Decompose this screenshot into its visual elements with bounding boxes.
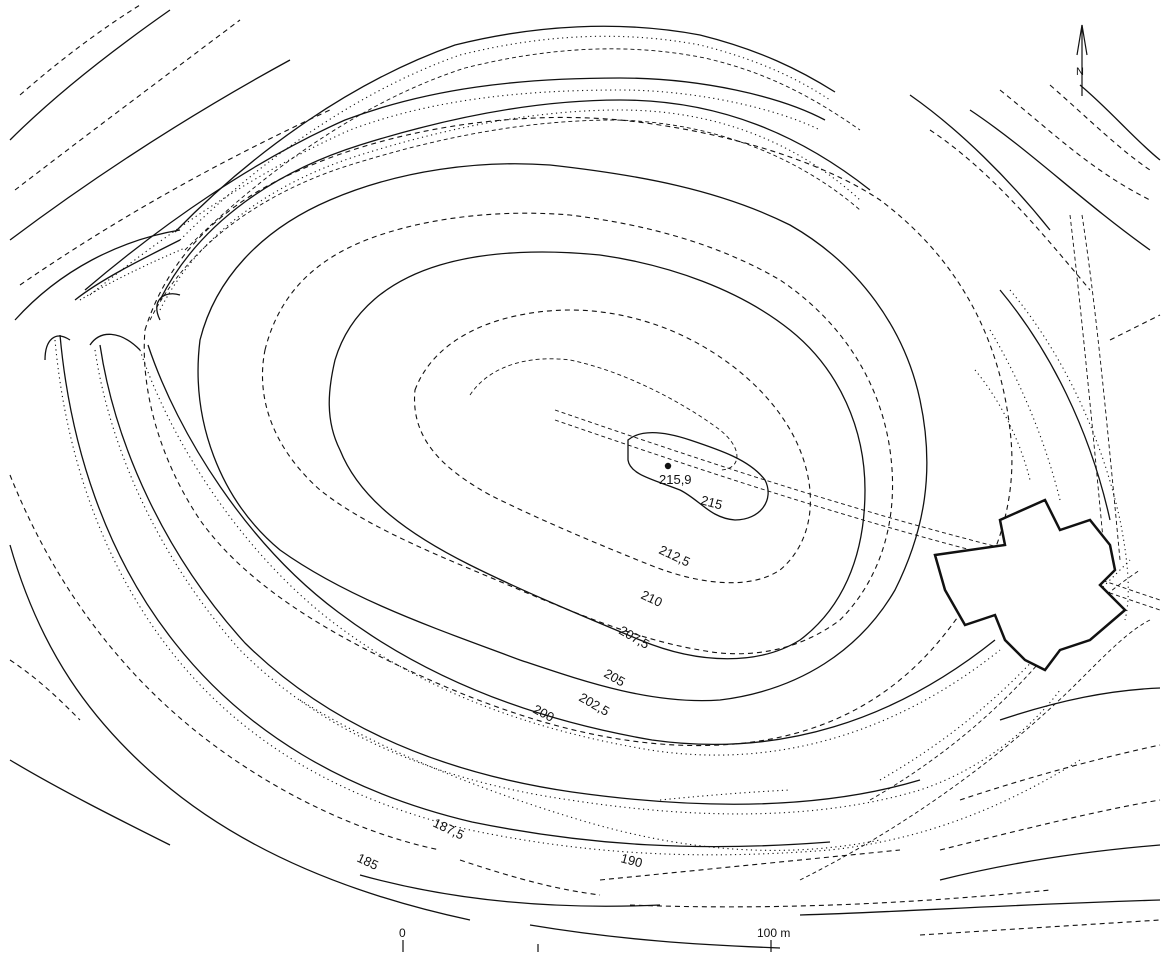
contour-label-205: 205 [602, 666, 628, 690]
ramparts [44, 25, 1151, 881]
contour-label-200: 200 [531, 701, 557, 724]
building-outline [933, 498, 1127, 672]
track-northeast [1069, 214, 1121, 561]
contour-label-212-5: 212,5 [657, 542, 693, 569]
north-arrow: N [1076, 24, 1088, 96]
contours-south [9, 474, 1161, 949]
contour-label-207-5: 207,5 [617, 623, 653, 652]
scale-bar: 0 100 m [399, 926, 790, 952]
north-label: N [1076, 66, 1084, 78]
contour-label-210: 210 [639, 587, 665, 610]
spot-height-marker [664, 462, 672, 470]
hill-contours [143, 116, 1013, 747]
spot-height-label: 215,9 [659, 472, 692, 487]
contour-label-185: 185 [355, 850, 381, 873]
contour-labels: 215 212,5 210 207,5 205 202,5 200 190 18… [355, 492, 724, 872]
contours-northwest [9, 4, 331, 321]
contour-label-215: 215 [699, 492, 724, 512]
scale-start-label: 0 [399, 926, 406, 940]
contour-label-202-5: 202,5 [577, 690, 613, 719]
contours-northeast [909, 84, 1161, 341]
scale-end-label: 100 m [757, 926, 790, 940]
contour-label-190: 190 [619, 850, 644, 870]
